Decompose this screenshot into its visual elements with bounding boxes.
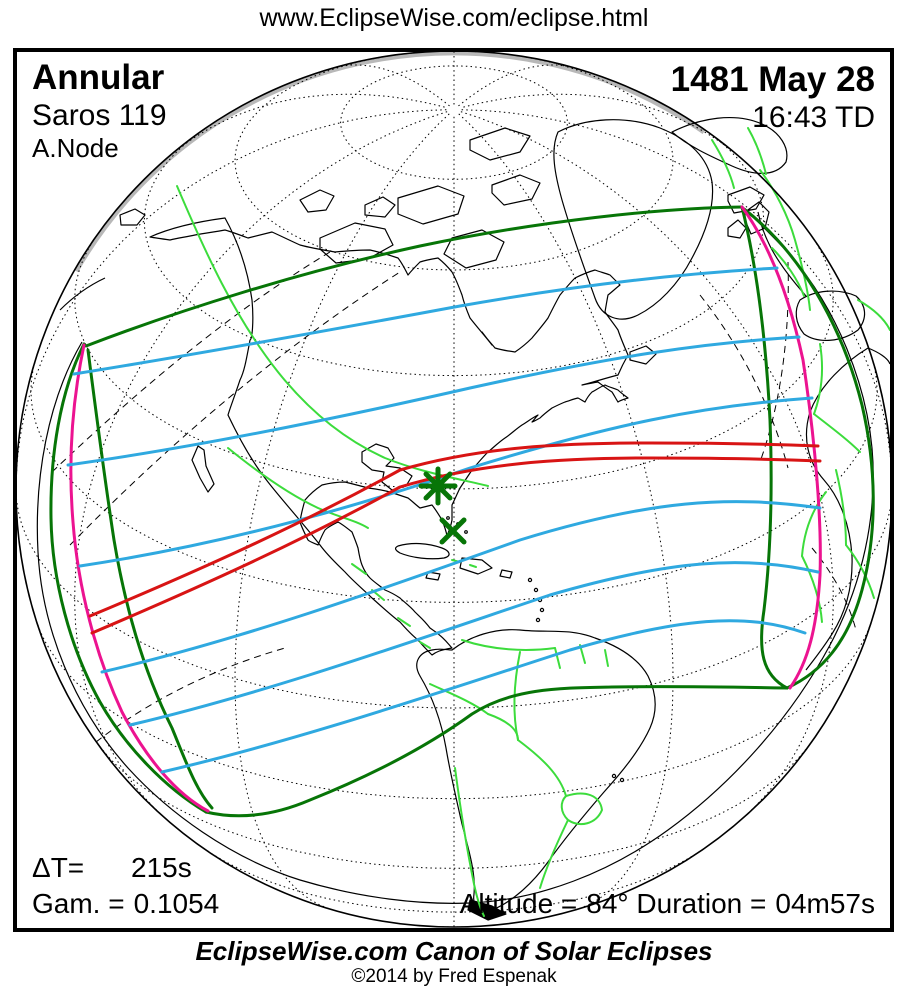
- eclipse-datetime-block: 1481 May 28 16:43 TD: [671, 60, 875, 135]
- eclipse-info-block: Annular Saros 119 A.Node: [32, 58, 167, 164]
- western-penumbral-limit: [86, 348, 214, 810]
- gamma-label: Gam. =: [32, 888, 125, 920]
- limb-shading-arc: [73, 52, 706, 273]
- delta-t-row: ΔT= 215s: [32, 850, 219, 886]
- outer-penumbral-limit-east: [742, 207, 875, 690]
- saros-label: Saros 119: [32, 98, 167, 132]
- outer-penumbral-limit-west: [49, 342, 208, 814]
- path-point-x-marker: [439, 517, 467, 545]
- globe-outline: [17, 52, 890, 928]
- eclipse-params-block: ΔT= 215s Gam. = 0.1054: [32, 850, 219, 922]
- node-label: A.Node: [32, 133, 119, 164]
- duration-value: 04m57s: [775, 888, 875, 920]
- penumbral-limits: [49, 205, 875, 818]
- dashed-contact-curves: [51, 251, 857, 743]
- gamma-value: 0.1054: [133, 888, 220, 920]
- altitude-label: Altitude =: [459, 888, 578, 920]
- eclipse-type-label: Annular: [32, 58, 165, 97]
- canon-title: EclipseWise.com Canon of Solar Eclipses: [195, 936, 713, 966]
- sunrise-sunset-curve-west: [69, 343, 210, 813]
- eclipse-date: 1481 May 28: [670, 60, 875, 99]
- eclipse-time: 16:43 TD: [752, 100, 875, 134]
- magnitude-contours: [66, 266, 822, 774]
- country-borders: [176, 127, 890, 917]
- central-path-north-limit: [88, 441, 820, 618]
- delta-t-value: 215s: [131, 852, 192, 884]
- central-path-south-limit: [90, 456, 822, 635]
- southern-penumbral-limit: [204, 685, 789, 818]
- delta-t-label: ΔT=: [32, 852, 85, 884]
- copyright-line: ©2014 by Fred Espenak: [351, 966, 557, 987]
- altitude-value: 84°: [586, 888, 629, 920]
- graticule: [17, 52, 890, 928]
- duration-row: Duration = 04m57s: [636, 886, 875, 922]
- gamma-row: Gam. = 0.1054: [32, 886, 219, 922]
- eastern-penumbral-limit: [740, 205, 789, 690]
- duration-label: Duration =: [636, 888, 767, 920]
- eclipse-circumstances-block: Altitude = 84° Duration = 04m57s: [460, 886, 875, 922]
- northern-penumbral-limit: [84, 205, 744, 348]
- eclipse-globe-map: [17, 52, 890, 928]
- eclipse-map-frame: Annular Saros 119 A.Node 1481 May 28 16:…: [13, 48, 894, 932]
- penumbra-outline: [36, 207, 874, 904]
- greatest-eclipse-star: [418, 466, 458, 506]
- site-url: www.EclipseWise.com/eclipse.html: [259, 4, 649, 32]
- altitude-row: Altitude = 84°: [460, 886, 629, 922]
- sunrise-sunset-curves: [69, 205, 822, 813]
- coastlines: [59, 117, 890, 921]
- central-path: [88, 441, 822, 635]
